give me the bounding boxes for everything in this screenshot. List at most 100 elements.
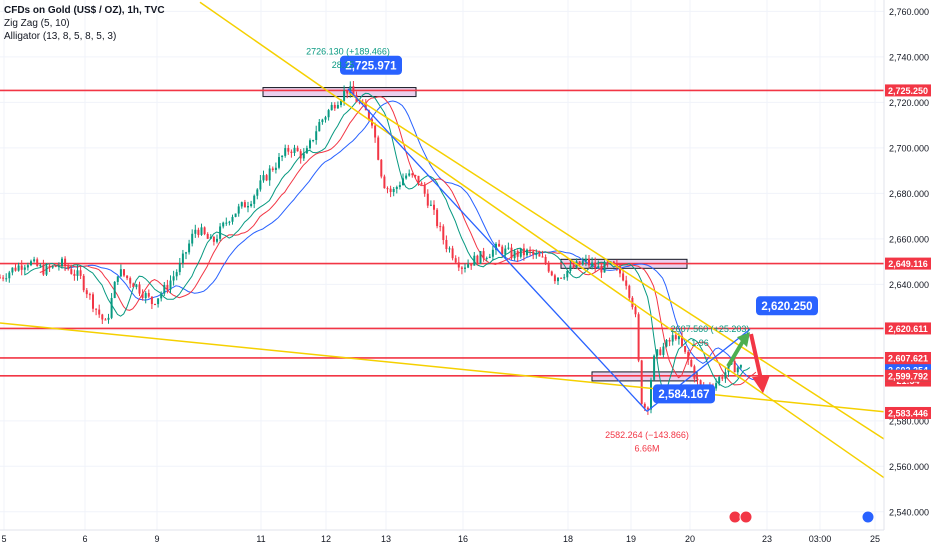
- candle-body: [665, 339, 668, 347]
- zigzag-indicator: 2,725.971 2,584.167 2,620.250: [340, 55, 818, 412]
- candle-body: [104, 319, 107, 321]
- annotation-text: 6.66M: [634, 444, 659, 454]
- candle-body: [470, 264, 473, 266]
- price-tick-label: 2,760.000: [889, 7, 929, 17]
- candle-body: [699, 380, 702, 387]
- alligator-lips: [24, 92, 751, 393]
- candle-body: [408, 173, 411, 176]
- candle-body: [321, 119, 324, 123]
- candle-body: [284, 148, 287, 156]
- candle-body: [668, 339, 671, 342]
- candle-body: [216, 238, 218, 242]
- candle-body: [439, 226, 442, 228]
- time-tick-label: 9: [154, 534, 159, 544]
- price-tick-label: 2,560.000: [889, 462, 929, 472]
- candle-body: [615, 264, 618, 267]
- zigzag-label-box: [756, 296, 818, 316]
- candle-body: [491, 249, 494, 257]
- candle-body: [724, 372, 727, 379]
- price-tag-label: 2,599.792: [888, 371, 928, 381]
- candle-body: [340, 100, 342, 105]
- candle-body: [420, 183, 423, 185]
- event-flag-icon: [739, 510, 753, 524]
- candle-body: [126, 275, 129, 279]
- candle-body: [488, 256, 491, 258]
- candle-body: [383, 176, 386, 189]
- candle-body: [650, 379, 652, 410]
- candle-body: [253, 195, 256, 204]
- candle-body: [178, 263, 181, 273]
- candle-body: [169, 280, 172, 290]
- candle-body: [51, 265, 54, 268]
- candle-body: [361, 102, 364, 104]
- price-tag-label: 2,583.446: [888, 408, 928, 418]
- candle-body: [88, 294, 91, 296]
- price-tick-label: 2,540.000: [889, 507, 929, 517]
- candle-body: [389, 188, 392, 193]
- candle-body: [8, 272, 11, 279]
- candle-body: [721, 377, 724, 379]
- candle-body: [212, 236, 215, 242]
- candle-body: [433, 204, 435, 210]
- time-tick-label: 5: [1, 534, 6, 544]
- candle-body: [73, 273, 76, 276]
- price-tag-box: [885, 351, 931, 364]
- candle-body: [336, 104, 339, 109]
- time-tick-label: 13: [381, 534, 391, 544]
- time-tick-label: 25: [870, 534, 880, 544]
- annotation-text: 28.15: [332, 60, 355, 70]
- candles: [0, 80, 742, 415]
- candle-body: [225, 222, 228, 224]
- projection-arrows: [726, 332, 770, 394]
- candle-body: [553, 275, 556, 282]
- time-tick-label: 23: [762, 534, 772, 544]
- candle-body: [54, 265, 57, 267]
- candle-body: [681, 336, 683, 347]
- zigzag-legend[interactable]: Zig Zag (5, 10): [4, 18, 70, 29]
- candle-body: [696, 378, 699, 381]
- symbol-title[interactable]: CFDs on Gold (US$ / OZ), 1h, TVC: [4, 5, 165, 16]
- candle-body: [386, 188, 389, 190]
- candle-body: [20, 265, 23, 270]
- candle-body: [718, 377, 721, 384]
- candle-body: [454, 258, 457, 263]
- candle-body: [640, 360, 643, 404]
- candle-body: [498, 243, 501, 247]
- candle-body: [287, 148, 290, 152]
- down-arrow-head: [752, 375, 770, 394]
- candle-body: [85, 290, 88, 295]
- candle-body: [448, 248, 451, 250]
- candle-body: [296, 147, 299, 152]
- candle-body: [414, 175, 417, 177]
- candle-body: [166, 285, 169, 290]
- candle-body: [45, 265, 48, 275]
- candle-body: [715, 383, 718, 389]
- candle-body: [622, 273, 625, 281]
- annotation-text: 1.96: [691, 338, 709, 348]
- candle-body: [132, 283, 135, 288]
- candle-body: [588, 258, 590, 266]
- candle-body: [578, 261, 581, 265]
- horizontal-levels: [0, 89, 884, 377]
- candle-body: [581, 261, 584, 265]
- candle-body: [175, 272, 178, 277]
- candle-body: [352, 86, 355, 96]
- annotation-text: 2726.130 (+189.466): [306, 47, 390, 57]
- candle-body: [39, 265, 42, 267]
- candle-body: [14, 267, 17, 271]
- candle-body: [662, 346, 665, 355]
- candle-body: [606, 261, 609, 264]
- candle-body: [116, 276, 119, 282]
- candle-body: [367, 110, 370, 120]
- candle-body: [733, 361, 736, 373]
- alligator-legend[interactable]: Alligator (13, 8, 5, 8, 5, 3): [4, 31, 117, 42]
- zigzag-label: 2,725.971: [345, 60, 397, 72]
- candle-body: [293, 147, 296, 153]
- candle-body: [693, 366, 696, 379]
- candle-body: [460, 267, 463, 269]
- up-arrow-head: [737, 332, 750, 348]
- down-arrow-shaft: [749, 333, 763, 380]
- candle-body: [628, 285, 631, 298]
